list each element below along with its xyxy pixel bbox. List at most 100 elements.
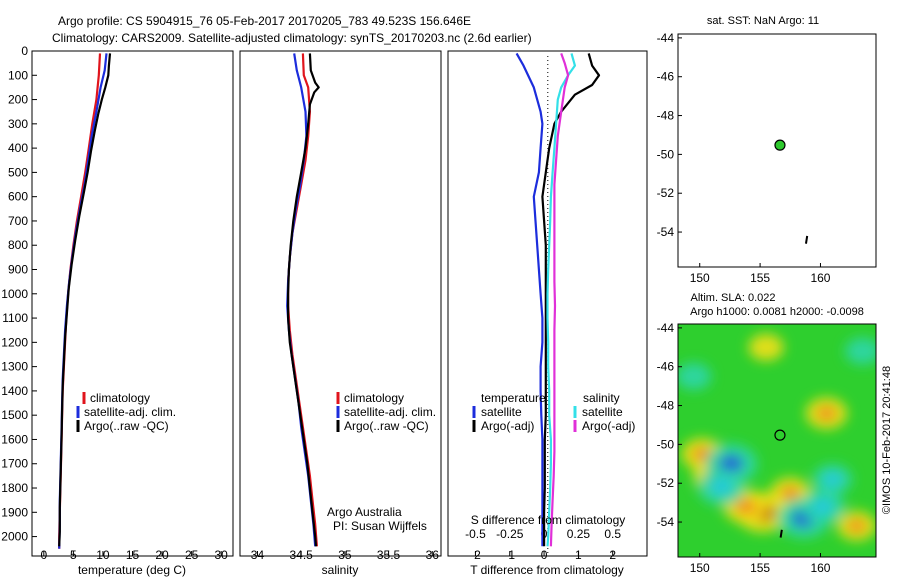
- s-tick-label: -0.5: [465, 527, 486, 541]
- imos-stamp: ©IMOS 10-Feb-2017 20:41:48: [881, 366, 893, 514]
- legend-s-argo: Argo(-adj): [582, 419, 635, 433]
- sla-low-core: [719, 454, 744, 473]
- depth-tick-label: 1300: [1, 360, 28, 374]
- t-difference-xlabel: T difference from climatology: [470, 563, 624, 577]
- salinity-xlabel: salinity: [322, 563, 359, 577]
- series-line-satellite: [58, 53, 108, 549]
- series-line-argo_salinity: [549, 53, 570, 547]
- legend-t-satellite: satellite: [481, 405, 522, 419]
- legend-climatology: climatology: [344, 391, 404, 405]
- map-y-tick-label: -44: [657, 321, 675, 335]
- salinity-legend: climatology satellite-adj. clim. Argo(..…: [336, 391, 436, 433]
- x-tick-label: -2: [470, 548, 481, 562]
- s-difference-label: S difference from climatology: [471, 513, 626, 527]
- series-line-argo: [58, 53, 112, 547]
- depth-tick-label: 500: [8, 165, 28, 179]
- s-tick-label: 0.5: [604, 527, 621, 541]
- series-line-argo: [287, 53, 320, 547]
- map-y-tick-label: -54: [657, 225, 675, 239]
- map-x-tick-label: 160: [810, 561, 830, 575]
- map-y-tick-label: -52: [657, 476, 675, 490]
- map-y-tick-label: -48: [657, 109, 675, 123]
- depth-tick-label: 700: [8, 214, 28, 228]
- x-tick-label: 34: [251, 548, 265, 562]
- x-tick-label: 2: [609, 548, 616, 562]
- temperature-panel: 0100200300400500600700800900100011001200…: [1, 44, 234, 577]
- salinity-axis: 34 34.5 35 35.5 36: [251, 548, 439, 562]
- depth-axis: 0 100 200 300 400 500 600 700 800 900 1000 1100 1200…: [1, 44, 37, 544]
- legend-salinity-header: salinity: [583, 391, 620, 405]
- series-line-satellite: [286, 53, 317, 547]
- legend-s-satellite: satellite: [582, 405, 623, 419]
- depth-tick-label: 100: [8, 68, 28, 82]
- sla-subtitle: Argo h1000: 0.0081 h2000: -0.0098: [690, 306, 864, 318]
- sst-map-panel: sat. SST: NaN Argo: 11 150 155 160 -44 -46 -4…: [657, 15, 877, 285]
- sla-high-core: [816, 406, 837, 421]
- sla-map-panel: Altim. SLA: 0.022 Argo h1000: 0.0081 h20…: [657, 292, 893, 575]
- depth-tick-label: 1900: [1, 505, 28, 519]
- depth-tick-label: 1800: [1, 481, 28, 495]
- depth-tick-label: 300: [8, 117, 28, 131]
- depth-tick-label: 1000: [1, 287, 28, 301]
- series-line-climatology: [287, 53, 318, 547]
- sla-title: Altim. SLA: 0.022: [691, 292, 776, 304]
- map-x-tick-label: 155: [750, 561, 770, 575]
- legend-argo: Argo(..raw -QC): [84, 419, 169, 433]
- map-x-tick-label: 155: [750, 271, 770, 285]
- x-tick-label: -1: [504, 548, 515, 562]
- x-tick-label: 5: [70, 548, 77, 562]
- sla-low-core: [823, 472, 842, 487]
- series-line-sat_salinity: [546, 53, 576, 547]
- x-tick-label: 34.5: [289, 548, 313, 562]
- x-tick-label: 0: [541, 548, 548, 562]
- sst-axes: 150 155 160 -44 -46 -48 -50 -52 -54: [657, 31, 831, 285]
- sla-low-blob: [845, 337, 876, 365]
- map-y-tick-label: -54: [657, 515, 675, 529]
- figure-subtitle: Climatology: CARS2009. Satellite-adjuste…: [52, 31, 532, 45]
- depth-tick-label: 800: [8, 238, 28, 252]
- series-line-satellite: [515, 52, 544, 547]
- map-x-tick-label: 150: [690, 271, 710, 285]
- sla-high-core: [780, 485, 800, 500]
- sla-high-core: [847, 519, 866, 533]
- depth-tick-label: 1500: [1, 408, 28, 422]
- depth-tick-label: 2000: [1, 530, 28, 544]
- depth-tick-label: 1700: [1, 457, 28, 471]
- legend-satellite: satellite-adj. clim.: [344, 405, 436, 419]
- float-track: [804, 235, 809, 244]
- t-difference-axis: -2 -1 0 1 2: [470, 548, 616, 562]
- depth-tick-label: 1200: [1, 335, 28, 349]
- sst-title: sat. SST: NaN Argo: 11: [707, 15, 819, 27]
- legend-argo: Argo(..raw -QC): [344, 419, 429, 433]
- salinity-panel: 34 34.5 35 35.5 36 climatology satellite-adj…: [239, 50, 442, 577]
- argo-float-marker: [774, 139, 786, 151]
- difference-panel: -2 -1 0 1 2 -0.5 -0.25 0 0.25 0.5 temperature sa…: [447, 50, 648, 577]
- s-tick-label: 0.25: [567, 527, 591, 541]
- depth-tick-label: 1400: [1, 384, 28, 398]
- sla-low-core: [710, 479, 733, 496]
- temperature-axis: 0 5 10 15 20 25 30: [40, 548, 228, 562]
- x-tick-label: 20: [155, 548, 169, 562]
- map-y-tick-label: -50: [657, 147, 675, 161]
- sla-axes: 150 155 160 -44 -46 -48 -50 -52 -54: [657, 321, 831, 575]
- map-y-tick-label: -46: [657, 360, 675, 374]
- x-tick-label: 1: [575, 548, 582, 562]
- depth-tick-label: 0: [21, 44, 28, 58]
- map-y-tick-label: -52: [657, 186, 675, 200]
- map-x-tick-label: 150: [690, 561, 710, 575]
- float-track: [779, 529, 783, 538]
- x-tick-label: 15: [126, 548, 140, 562]
- depth-tick-label: 200: [8, 93, 28, 107]
- argo-australia-label: Argo Australia: [327, 505, 402, 519]
- depth-tick-label: 1100: [2, 311, 28, 325]
- x-tick-label: 35: [338, 548, 352, 562]
- temperature-legend: climatology satellite-adj. clim. Argo(..…: [76, 391, 176, 433]
- map-x-tick-label: 160: [810, 271, 830, 285]
- sla-low-core: [812, 498, 834, 515]
- sla-high-blob: [748, 333, 784, 361]
- legend-climatology: climatology: [90, 391, 150, 405]
- legend-temperature-header: temperature: [481, 391, 546, 405]
- sla-low-blob: [678, 362, 712, 390]
- x-tick-label: 10: [96, 548, 110, 562]
